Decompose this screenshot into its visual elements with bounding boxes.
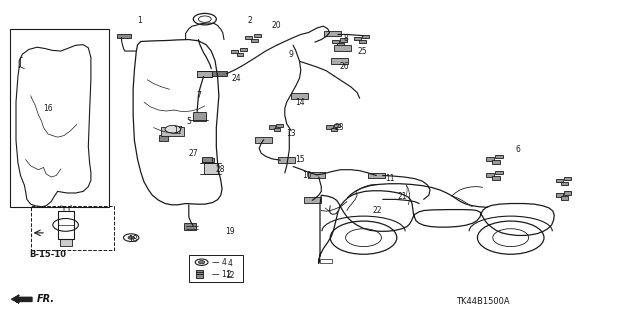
- Polygon shape: [12, 295, 32, 303]
- Bar: [332, 40, 339, 43]
- Text: 21: 21: [397, 192, 406, 201]
- Text: — 12: — 12: [212, 271, 232, 279]
- Text: 19: 19: [225, 227, 236, 236]
- Bar: [269, 125, 275, 129]
- Bar: [202, 157, 212, 162]
- Bar: [561, 182, 568, 185]
- Bar: [231, 49, 238, 53]
- Text: 11: 11: [386, 174, 395, 183]
- Text: 5: 5: [186, 117, 191, 126]
- Text: 22: 22: [373, 206, 382, 215]
- Bar: [331, 128, 337, 131]
- Circle shape: [198, 261, 205, 264]
- Bar: [368, 173, 385, 178]
- Bar: [337, 43, 344, 47]
- Text: 9: 9: [289, 50, 294, 59]
- Text: 14: 14: [294, 98, 305, 107]
- Text: 17: 17: [173, 126, 183, 135]
- Bar: [331, 58, 348, 63]
- Bar: [161, 127, 184, 136]
- Bar: [304, 197, 321, 203]
- Bar: [561, 196, 568, 200]
- Bar: [492, 176, 500, 180]
- Bar: [255, 137, 272, 143]
- Text: 2: 2: [247, 16, 252, 25]
- Bar: [193, 112, 206, 121]
- Bar: [278, 157, 295, 163]
- Text: 20: 20: [271, 21, 282, 30]
- Bar: [239, 48, 246, 51]
- Bar: [212, 71, 227, 76]
- Bar: [237, 53, 243, 56]
- Text: 27: 27: [188, 149, 198, 158]
- Text: 12: 12: [226, 271, 235, 280]
- Bar: [320, 259, 332, 263]
- Bar: [276, 124, 282, 127]
- Bar: [564, 191, 571, 195]
- Bar: [273, 128, 280, 131]
- Text: 23: 23: [334, 123, 344, 132]
- Bar: [197, 71, 212, 77]
- Text: FR.: FR.: [37, 294, 55, 304]
- Bar: [362, 35, 369, 38]
- Bar: [31, 206, 114, 250]
- Circle shape: [128, 236, 134, 239]
- Bar: [556, 179, 563, 182]
- Text: 7: 7: [196, 91, 201, 100]
- Bar: [495, 155, 503, 159]
- Bar: [334, 45, 351, 51]
- Text: 25: 25: [357, 47, 367, 56]
- Text: 24: 24: [232, 74, 242, 83]
- Bar: [291, 93, 308, 99]
- Bar: [60, 239, 72, 246]
- Bar: [308, 172, 325, 178]
- Bar: [486, 157, 493, 160]
- Circle shape: [165, 125, 180, 133]
- Bar: [556, 193, 563, 197]
- Bar: [159, 135, 168, 141]
- Text: 26: 26: [339, 63, 349, 71]
- Text: 1: 1: [137, 16, 142, 25]
- Text: 28: 28: [216, 165, 225, 174]
- Bar: [253, 34, 260, 37]
- Text: 18: 18: [129, 235, 138, 244]
- Bar: [326, 125, 333, 129]
- Bar: [189, 255, 243, 282]
- Bar: [486, 173, 493, 176]
- Text: 16: 16: [43, 104, 53, 113]
- Text: 8: 8: [343, 34, 348, 43]
- Bar: [492, 160, 500, 164]
- Bar: [117, 34, 131, 38]
- Bar: [10, 29, 109, 207]
- Text: 13: 13: [286, 130, 296, 138]
- Text: B-15-10: B-15-10: [29, 250, 66, 259]
- Bar: [196, 270, 203, 278]
- Text: 10: 10: [302, 171, 312, 180]
- Text: TK44B1500A: TK44B1500A: [456, 297, 510, 306]
- Bar: [324, 31, 341, 36]
- Bar: [354, 37, 361, 40]
- Text: 4: 4: [228, 259, 233, 268]
- Text: — 4: — 4: [212, 258, 227, 267]
- Bar: [202, 158, 214, 162]
- Bar: [204, 163, 218, 174]
- Text: 6: 6: [516, 145, 521, 154]
- Bar: [251, 39, 257, 42]
- Bar: [495, 171, 503, 174]
- Bar: [564, 177, 571, 180]
- Bar: [245, 36, 252, 39]
- Bar: [340, 38, 347, 41]
- Bar: [334, 124, 340, 127]
- Bar: [360, 40, 366, 43]
- Text: 15: 15: [294, 155, 305, 164]
- Bar: [184, 223, 196, 230]
